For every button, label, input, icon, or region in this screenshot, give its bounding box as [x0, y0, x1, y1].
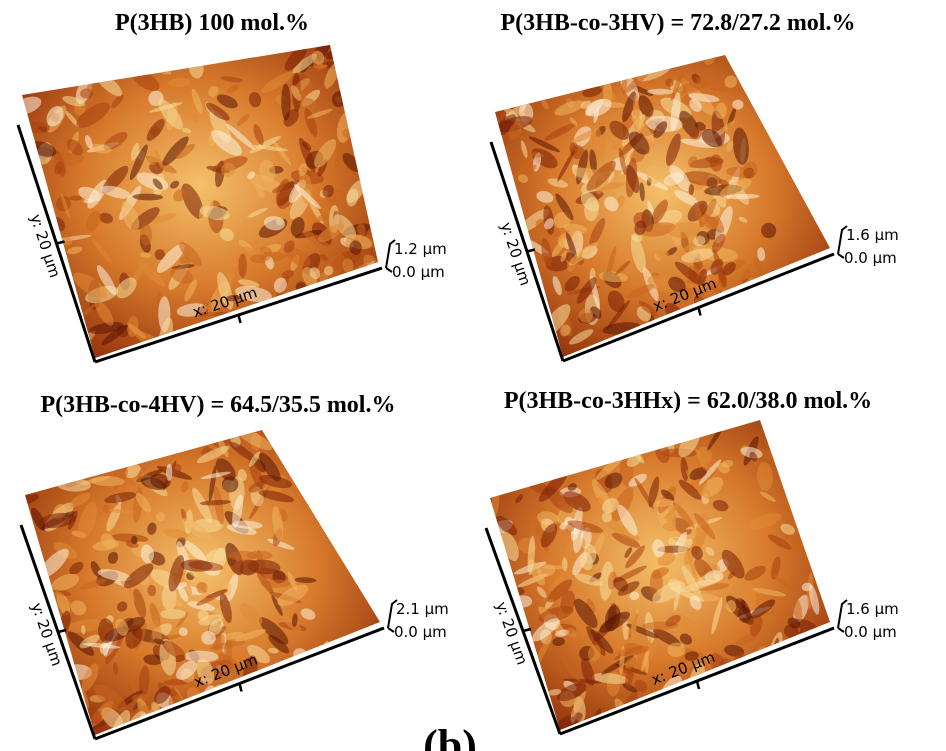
texture-blob: [308, 659, 340, 678]
z-max-label: 2.1 µm: [396, 600, 449, 618]
texture-blob: [302, 299, 321, 336]
z-min-label: 0.0 µm: [392, 263, 445, 281]
texture-blob: [329, 302, 358, 327]
z-min-label: 0.0 µm: [394, 623, 447, 641]
texture-blob: [263, 672, 285, 700]
texture-blob: [270, 307, 285, 320]
figure-label: (b): [423, 721, 477, 751]
texture-blob: [295, 299, 309, 308]
x-tick: [239, 315, 241, 323]
panel-title: P(3HB) 100 mol.%: [115, 10, 309, 36]
figure: (b) y: 20 µmx: 20 µm1.2 µm0.0 µmP(3HB) 1…: [0, 0, 946, 751]
x-tick: [240, 684, 242, 692]
z-max-label: 1.2 µm: [394, 240, 447, 258]
z-min-label: 0.0 µm: [844, 623, 897, 641]
texture-blob: [207, 688, 240, 711]
y-tick: [523, 629, 531, 631]
texture-blob: [602, 512, 612, 523]
texture-blob: [349, 284, 366, 305]
texture-blob: [726, 600, 736, 613]
panel-title: P(3HB-co-3HHx) = 62.0/38.0 mol.%: [504, 388, 872, 414]
texture-blob: [212, 327, 228, 340]
y-tick: [58, 630, 66, 632]
z-min-label: 0.0 µm: [844, 249, 897, 267]
texture-blob: [763, 288, 786, 296]
z-max-label: 1.6 µm: [846, 226, 899, 244]
panel-title: P(3HB-co-3HV) = 72.8/27.2 mol.%: [501, 10, 856, 36]
texture-blob: [331, 291, 358, 321]
texture-blob: [363, 181, 373, 193]
texture-blob: [339, 275, 346, 297]
x-tick: [697, 681, 699, 689]
z-max-label: 1.6 µm: [846, 600, 899, 618]
texture-blob: [238, 253, 247, 278]
panel-title: P(3HB-co-4HV) = 64.5/35.5 mol.%: [41, 392, 396, 418]
texture-blob: [298, 665, 321, 679]
texture-blob: [756, 285, 796, 301]
x-tick: [699, 308, 701, 316]
